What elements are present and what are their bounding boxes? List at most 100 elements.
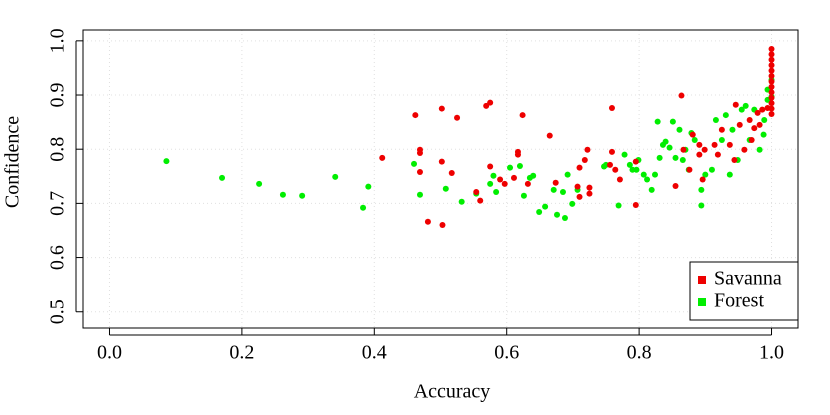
point [768,56,775,63]
point [648,186,655,193]
point [754,109,761,116]
point [424,218,431,225]
point [576,193,583,200]
point [680,146,687,153]
x-tick-label: 0.4 [362,342,387,364]
point [691,136,698,143]
point [669,118,676,125]
point [559,189,566,196]
point [761,116,768,123]
point [586,190,593,197]
point [712,116,719,123]
point [487,99,494,106]
point [768,51,775,58]
point [756,121,763,128]
legend-label: Forest [714,290,764,312]
point [760,131,767,138]
point [768,78,775,85]
point [686,166,693,173]
point [524,180,531,187]
point [279,191,286,198]
point [741,146,748,153]
point [731,157,738,164]
point [768,94,775,101]
point [676,126,683,133]
point [698,202,705,209]
point [768,100,775,107]
point [621,151,628,158]
point [742,102,749,109]
point [729,126,736,133]
point [696,141,703,148]
legend-box [689,261,799,321]
point [606,161,613,168]
point [584,146,591,153]
y-tick-label: 0.5 [47,299,69,324]
point [569,200,576,207]
point [473,189,480,196]
point [759,106,766,113]
point [768,105,775,112]
point [768,67,775,74]
point [561,215,568,222]
point [379,154,386,161]
legend-swatch [698,298,706,306]
point [516,162,523,169]
point [530,172,537,179]
point [458,198,465,205]
point [672,154,679,161]
point [751,125,758,132]
point [689,131,696,138]
point [768,83,775,90]
point [256,180,263,187]
point [163,158,170,165]
point [612,166,619,173]
point [581,157,588,164]
point [632,202,639,209]
point [490,172,497,179]
point [438,105,445,112]
point [768,110,775,117]
point [542,203,549,210]
point [507,164,514,171]
point [510,174,517,181]
x-tick-label: 0.0 [97,342,122,364]
point [520,192,527,199]
point [564,171,571,178]
point [746,116,753,123]
point [519,112,526,119]
x-tick-label: 0.8 [627,342,652,364]
point [552,179,559,186]
point [586,184,593,191]
point [416,149,423,156]
point [726,141,733,148]
y-tick-label: 0.6 [47,245,69,270]
point [736,121,743,128]
point [768,45,775,52]
point [487,163,494,170]
point [699,176,706,183]
point [608,105,615,112]
point [439,222,446,229]
point [493,189,500,196]
point [219,174,226,181]
point [332,173,339,180]
point [546,132,553,139]
point [696,151,703,158]
point [662,138,669,145]
point [514,151,521,158]
point [365,183,372,190]
x-tick-label: 0.2 [229,342,254,364]
point [576,164,583,171]
point [615,202,622,209]
point [718,126,725,133]
point [768,62,775,69]
point [487,180,494,187]
point [360,204,367,211]
point [644,176,651,183]
point [632,158,639,165]
point [756,146,763,153]
point [616,176,623,183]
y-axis-label: Confidence [2,116,24,208]
point [633,166,640,173]
